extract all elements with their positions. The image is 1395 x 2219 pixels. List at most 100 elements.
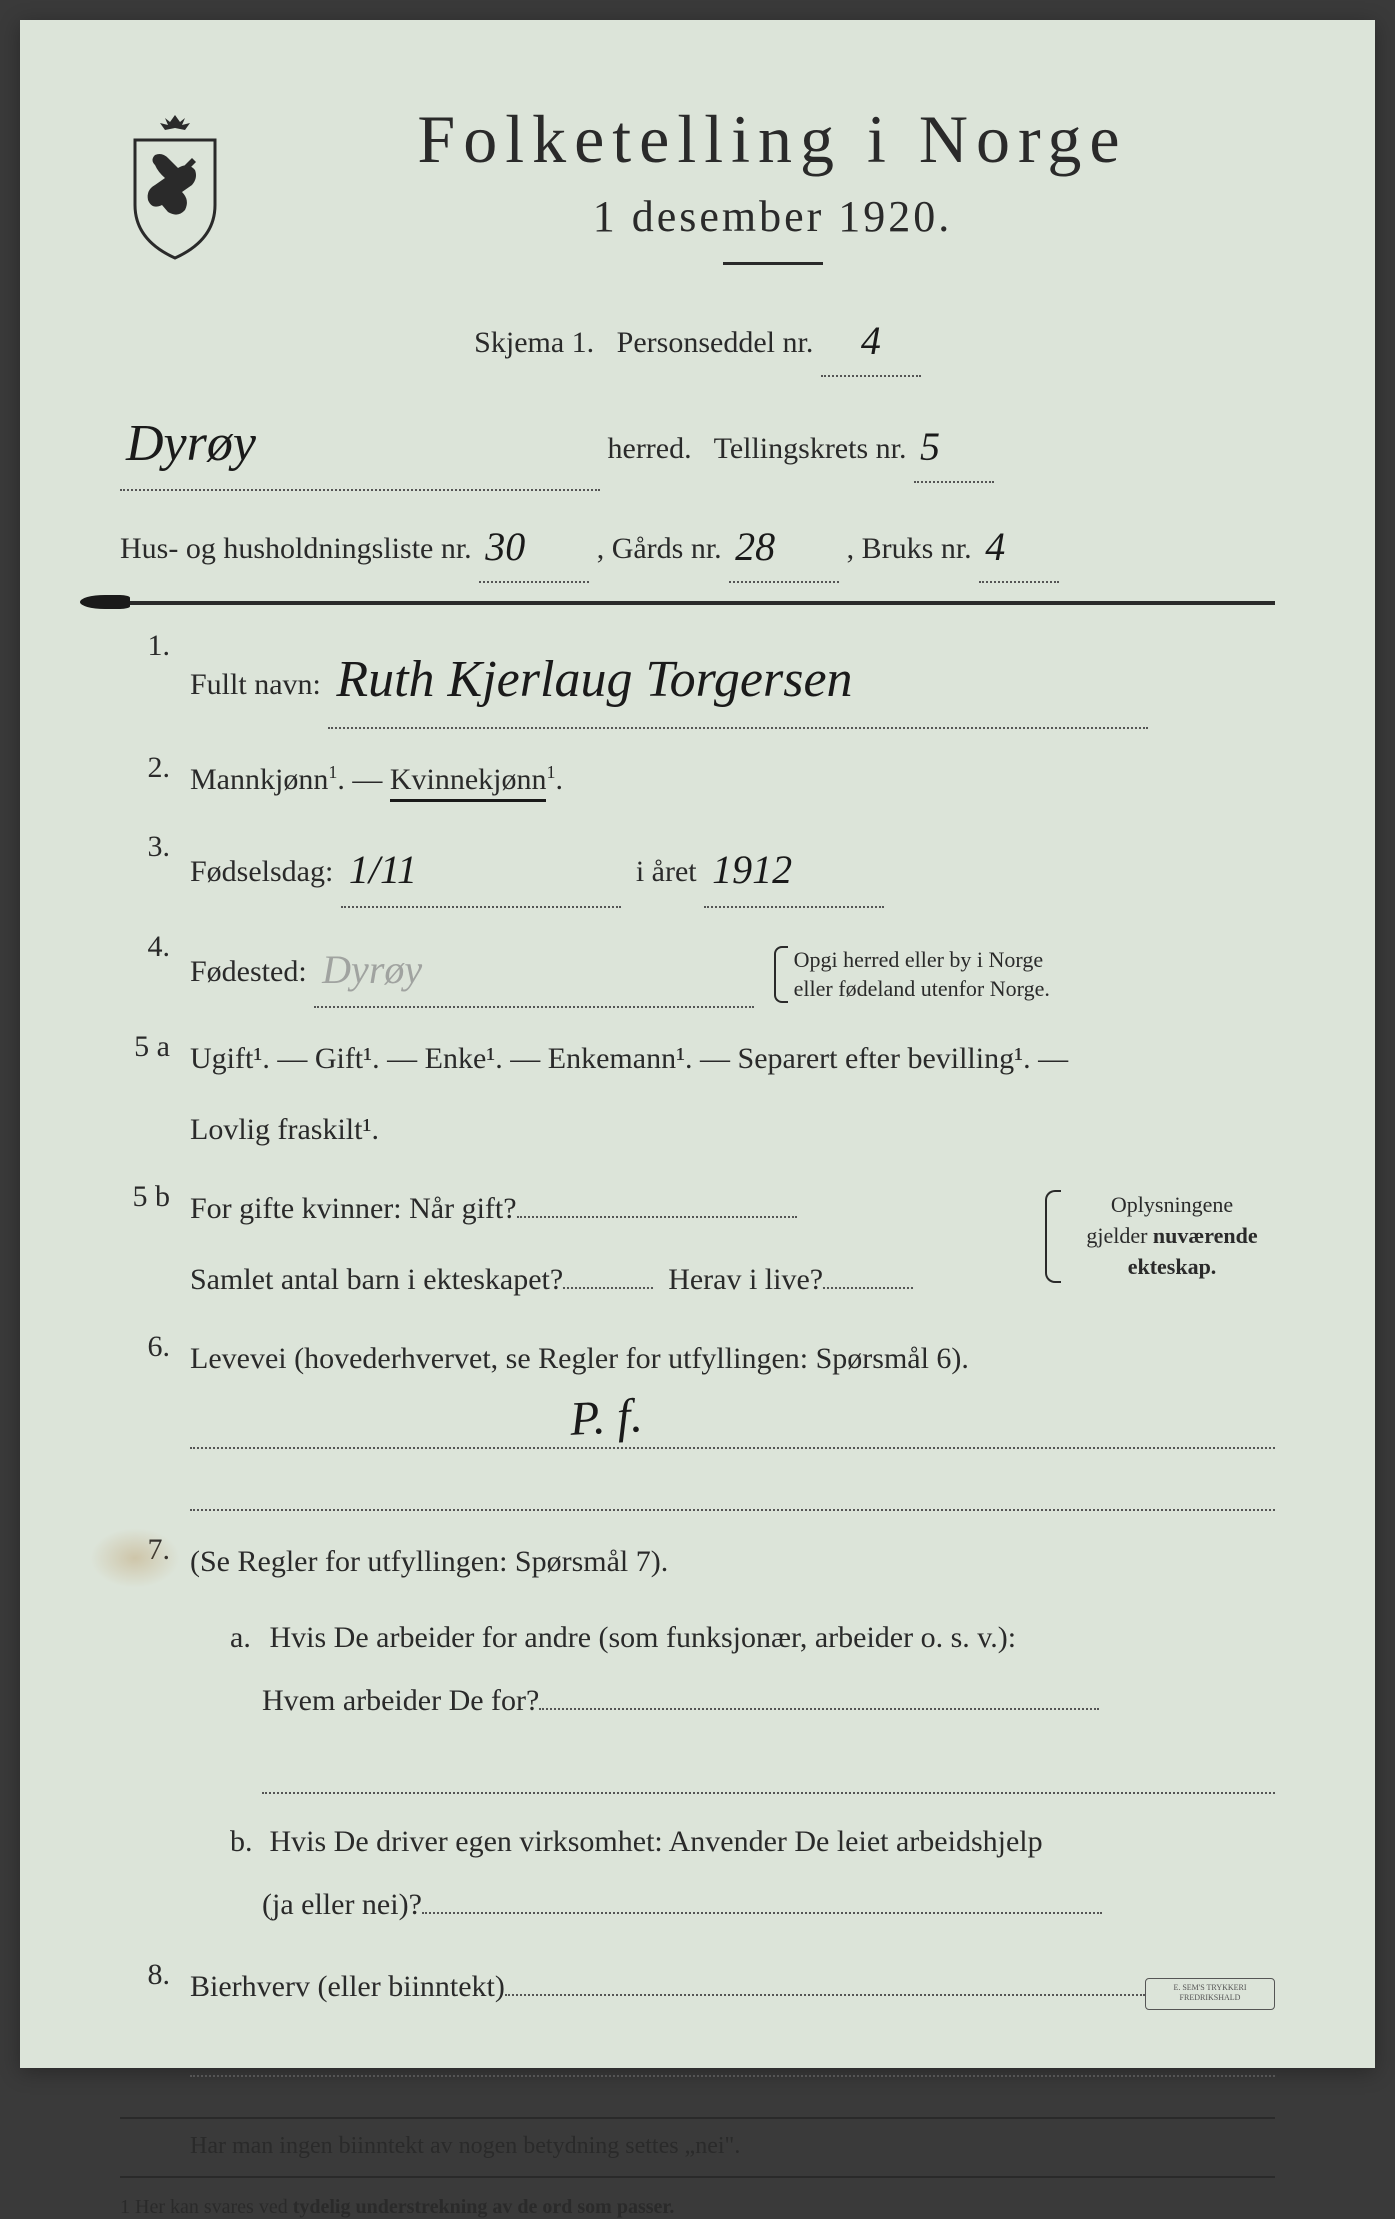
q7a-label: a.	[230, 1606, 262, 1669]
coat-of-arms-icon	[120, 110, 230, 260]
personseddel-label: Personseddel nr.	[617, 326, 814, 359]
tellingskrets-label: Tellingskrets nr.	[714, 432, 907, 465]
q5b-note-l3: ekteskap.	[1128, 1254, 1217, 1279]
footnote-1: Har man ingen biinntekt av nogen betydni…	[190, 2133, 1275, 2160]
personseddel-value: 4	[861, 318, 881, 363]
title-rule	[723, 262, 823, 265]
bruks-field: 4	[979, 509, 1059, 583]
q6-line2	[190, 1479, 1275, 1511]
q5a-text1: Ugift¹. — Gift¹. — Enke¹. — Enkemann¹. —…	[190, 1030, 1275, 1087]
q2-dash: —	[352, 763, 390, 796]
herred-field: Dyrøy	[120, 395, 600, 491]
section-rule	[120, 601, 1275, 605]
printer-mark: E. SEM'S TRYKKERI FREDRIKSHALD	[1145, 1978, 1275, 2010]
q8-num: 8.	[120, 1958, 170, 1992]
q3-year-value: 1912	[712, 847, 792, 892]
q4-note-l1: Opgi herred eller by i Norge	[794, 947, 1043, 972]
q5b-note-l1: Oplysningene	[1111, 1192, 1233, 1217]
q4: 4. Fødested: Dyrøy Opgi herred eller by …	[120, 930, 1275, 1008]
q4-field: Dyrøy	[314, 930, 754, 1008]
q7a-field	[539, 1708, 1099, 1710]
q7b-l1: Hvis De driver egen virksomhet: Anvender…	[270, 1825, 1043, 1858]
q5b: 5 b Oplysningene gjelder nuværende ektes…	[120, 1180, 1275, 1308]
q6-line1	[190, 1417, 1275, 1449]
husliste-label: Hus- og husholdningsliste nr.	[120, 532, 472, 565]
census-form-page: Folketelling i Norge 1 desember 1920. Sk…	[20, 20, 1375, 2068]
q5b-sidenote: Oplysningene gjelder nuværende ekteskap.	[1045, 1190, 1275, 1282]
gards-value: 28	[735, 524, 775, 569]
q2-sup1: 1	[328, 762, 337, 782]
q1: 1. Fullt navn: Ruth Kjerlaug Torgersen	[120, 629, 1275, 730]
q7b-field	[422, 1912, 1102, 1914]
paper-stain	[90, 1528, 180, 1588]
footnote-2-pre: 1 Her kan svares ved	[120, 2196, 293, 2218]
herred-line: Dyrøy herred. Tellingskrets nr. 5	[120, 395, 1275, 491]
skjema-label: Skjema 1.	[474, 326, 594, 359]
q5a: 5 a Ugift¹. — Gift¹. — Enke¹. — Enkemann…	[120, 1030, 1275, 1158]
q4-label: Fødested:	[190, 955, 307, 988]
herred-value: Dyrøy	[126, 415, 256, 472]
q3-year-field: 1912	[704, 830, 884, 908]
gards-label: , Gårds nr.	[597, 532, 722, 565]
q5a-text2: Lovlig fraskilt¹.	[190, 1101, 1275, 1158]
q7-text: (Se Regler for utfyllingen: Spørsmål 7).	[190, 1545, 668, 1578]
q3-day-field: 1/11	[341, 830, 621, 908]
footer-rule	[120, 2117, 1275, 2119]
q5b-barn-field	[563, 1287, 653, 1289]
footer-rule-2	[120, 2176, 1275, 2178]
husliste-line: Hus- og husholdningsliste nr. 30 , Gårds…	[120, 509, 1275, 583]
q7: 7. (Se Regler for utfyllingen: Spørsmål …	[120, 1533, 1275, 1936]
q5b-gift-field	[517, 1216, 797, 1218]
q6-value: P. f.	[568, 1371, 645, 1466]
subtitle: 1 desember 1920.	[270, 191, 1275, 242]
bruks-value: 4	[985, 524, 1005, 569]
q7a-l1: Hvis De arbeider for andre (som funksjon…	[270, 1621, 1017, 1654]
title-block: Folketelling i Norge 1 desember 1920.	[270, 100, 1275, 285]
q8: 8. Bierhverv (eller biinntekt)	[120, 1958, 1275, 2077]
q4-note: Opgi herred eller by i Norge eller fødel…	[774, 946, 1050, 1003]
q7a: a. Hvis De arbeider for andre (som funks…	[230, 1606, 1275, 1794]
footnote-2-bold: tydelig understrekning av de ord som pas…	[293, 2196, 675, 2218]
q2: 2. Mannkjønn1. — Kvinnekjønn1.	[120, 751, 1275, 808]
q7a-line2	[262, 1762, 1275, 1794]
q3: 3. Fødselsdag: 1/11 i året 1912	[120, 830, 1275, 908]
q5b-l2b: Herav i live?	[668, 1263, 823, 1296]
q5b-l2a: Samlet antal barn i ekteskapet?	[190, 1263, 563, 1296]
q2-period1: .	[337, 763, 345, 796]
q8-field	[505, 1994, 1145, 1996]
q7b: b. Hvis De driver egen virksomhet: Anven…	[230, 1810, 1275, 1936]
q1-num: 1.	[120, 629, 170, 663]
q4-num: 4.	[120, 930, 170, 964]
q5b-num: 5 b	[120, 1180, 170, 1214]
q2-period2: .	[555, 763, 563, 796]
q2-kvinne: Kvinnekjønn	[390, 763, 547, 802]
q7b-label: b.	[230, 1810, 262, 1873]
q3-num: 3.	[120, 830, 170, 864]
q1-field: Ruth Kjerlaug Torgersen	[328, 629, 1148, 730]
q7a-l2: Hvem arbeider De for?	[262, 1684, 539, 1717]
q4-note-l2: eller fødeland utenfor Norge.	[794, 976, 1050, 1001]
q1-value: Ruth Kjerlaug Torgersen	[336, 651, 852, 708]
husliste-value: 30	[485, 524, 525, 569]
q8-line2	[190, 2045, 1275, 2077]
tellingskrets-value: 5	[920, 424, 940, 469]
q1-label: Fullt navn:	[190, 668, 321, 701]
gards-field: 28	[729, 509, 839, 583]
q8-text: Bierhverv (eller biinntekt)	[190, 1970, 505, 2003]
schema-line: Skjema 1. Personseddel nr. 4	[120, 303, 1275, 377]
footnote-2: 1 Her kan svares ved tydelig understrekn…	[120, 2196, 1275, 2219]
q6-num: 6.	[120, 1330, 170, 1364]
q3-year-label: i året	[636, 855, 697, 888]
q6-text: Levevei (hovederhvervet, se Regler for u…	[190, 1342, 969, 1375]
q6: 6. Levevei (hovederhvervet, se Regler fo…	[120, 1330, 1275, 1511]
q5b-live-field	[823, 1287, 913, 1289]
header: Folketelling i Norge 1 desember 1920.	[120, 100, 1275, 285]
q5b-l1: For gifte kvinner: Når gift?	[190, 1192, 517, 1225]
husliste-field: 30	[479, 509, 589, 583]
q7b-l2: (ja eller nei)?	[262, 1888, 422, 1921]
q4-value: Dyrøy	[322, 947, 422, 992]
q2-mann: Mannkjønn	[190, 763, 328, 796]
q3-label: Fødselsdag:	[190, 855, 333, 888]
q5a-num: 5 a	[120, 1030, 170, 1064]
q5b-note-l2: gjelder nuværende	[1086, 1223, 1257, 1248]
